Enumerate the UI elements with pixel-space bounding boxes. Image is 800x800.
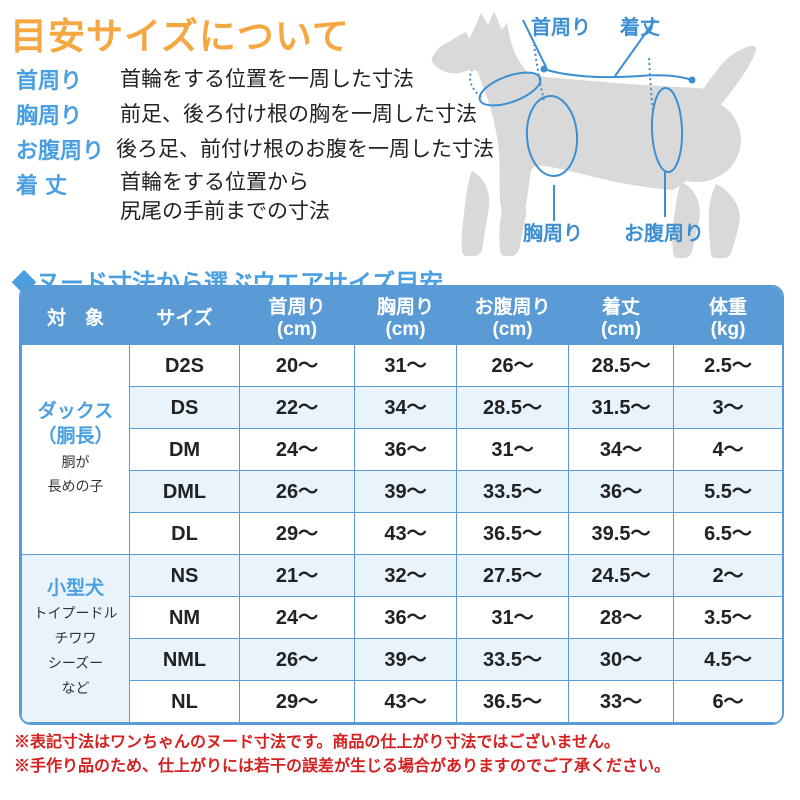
svg-text:首周り: 首周り xyxy=(531,15,591,39)
svg-text:胸周り: 胸周り xyxy=(523,221,583,245)
svg-text:着丈: 着丈 xyxy=(619,15,660,39)
svg-text:お腹周り: お腹周り xyxy=(624,221,704,245)
